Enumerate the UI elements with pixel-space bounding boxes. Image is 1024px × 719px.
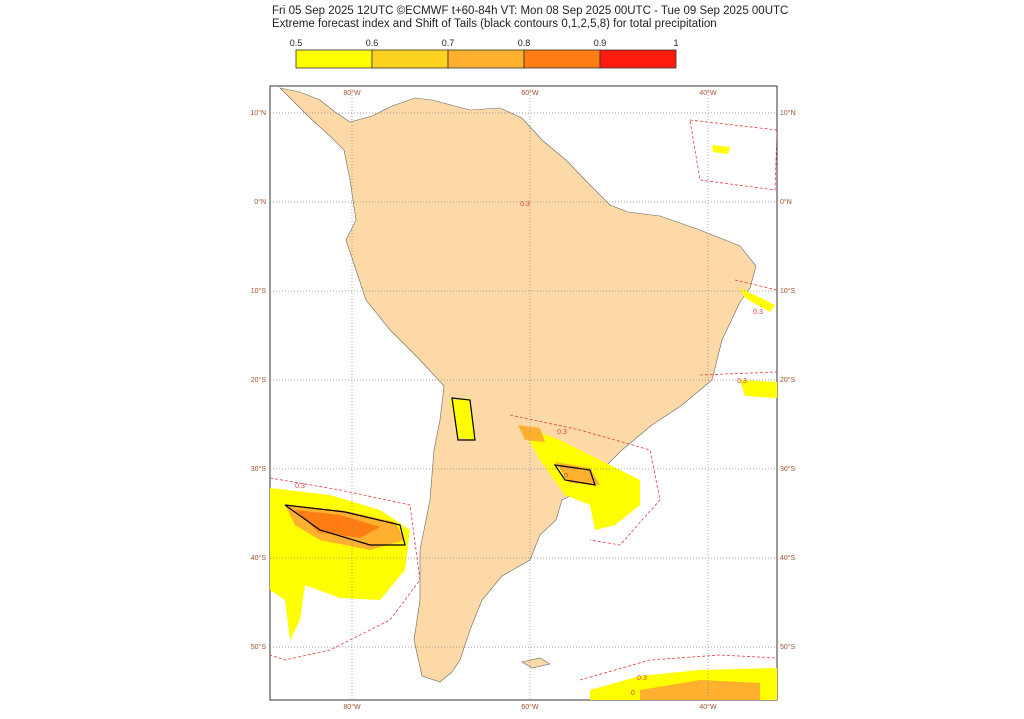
contour-label: 0: [564, 473, 568, 480]
lat-label: 40°S: [780, 554, 796, 562]
colorbar-label: 0.9: [594, 38, 607, 48]
lat-label: 0°N: [254, 198, 266, 206]
colorbar-label: 0.7: [442, 38, 455, 48]
contour: [451, 397, 476, 441]
title: Fri 05 Sep 2025 12UTC ©ECMWF t+60-84h VT…: [272, 5, 788, 17]
lon-label: 60°W: [521, 89, 539, 97]
contour: [284, 504, 406, 546]
sot-black-contours: [284, 397, 596, 546]
colorbar-label: 0.5: [290, 38, 303, 48]
contour: [553, 464, 596, 486]
efi-area: [295, 510, 380, 538]
lon-label: 80°W: [343, 703, 361, 711]
contour-label: 0.3: [637, 675, 647, 682]
contour-label: 0.3: [295, 483, 305, 490]
efi-area: [518, 425, 600, 485]
contour-label: 0.3: [753, 309, 763, 316]
colorbar: 0.5 0.6 0.7 0.8 0.9 1: [290, 38, 679, 69]
colorbar-segment: [447, 49, 525, 69]
colorbar-label: 1: [673, 38, 678, 48]
lon-label: 40°W: [699, 703, 717, 711]
colorbar-segment: [523, 49, 601, 69]
contour: [689, 119, 777, 376]
contour-labels: 0.3 0.3 0.3 0.3 0.3 0 0.3 0: [295, 201, 763, 697]
lat-label: 10°N: [780, 109, 796, 117]
subtitle: Extreme forecast index and Shift of Tail…: [272, 18, 717, 30]
efi-area: [640, 680, 760, 700]
sot-contours: [270, 119, 777, 681]
lat-label: 50°S: [251, 643, 267, 651]
falkland: [521, 657, 551, 669]
colorbar-label: 0.6: [366, 38, 379, 48]
precip-areas: [270, 145, 777, 700]
lat-label: 0°N: [780, 198, 792, 206]
contour-label: 0: [631, 690, 635, 697]
lat-label: 30°S: [251, 465, 267, 473]
lat-label: 20°S: [251, 376, 267, 384]
map: 0.3 0.3 0.3 0.3 0.3 0 0.3 0: [270, 86, 777, 700]
contour-label: 0.3: [737, 378, 747, 385]
lon-label: 40°W: [699, 89, 717, 97]
lat-label: 20°S: [780, 376, 796, 384]
colorbar-segment: [295, 49, 373, 69]
lat-label: 50°S: [780, 643, 796, 651]
colorbar-label: 0.8: [518, 38, 531, 48]
contour: [270, 477, 421, 661]
lat-label: 10°N: [250, 109, 266, 117]
lat-label: 30°S: [780, 465, 796, 473]
lon-label: 60°W: [521, 703, 539, 711]
axes: 80°W 80°W 60°W 60°W 40°W 40°W 10°N 10°N 0°N 0°N 10…: [250, 89, 795, 711]
contour-label: 0.3: [557, 429, 567, 436]
contour: [579, 654, 777, 681]
lon-label: 80°W: [343, 89, 361, 97]
contour-label: 0.3: [520, 201, 530, 208]
contour: [509, 414, 661, 546]
lat-label: 10°S: [780, 287, 796, 295]
colorbar-segment: [371, 49, 449, 69]
lat-label: 40°S: [251, 554, 267, 562]
colorbar-segment: [599, 49, 677, 69]
graticule: [270, 86, 777, 700]
lat-label: 10°S: [251, 287, 267, 295]
